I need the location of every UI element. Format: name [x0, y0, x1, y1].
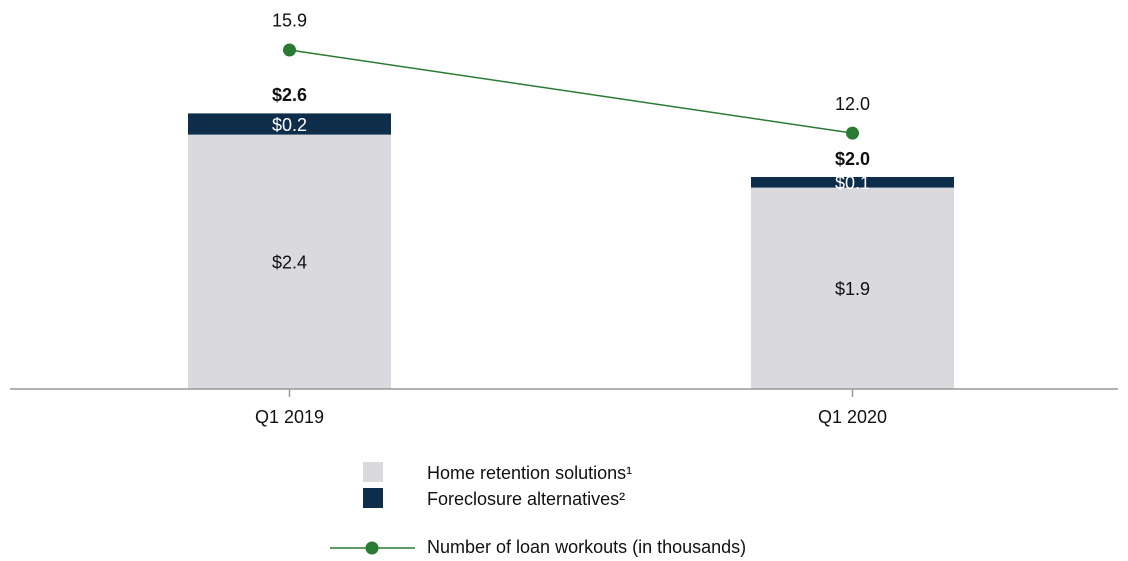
value-label: 12.0 — [835, 94, 870, 114]
bar-segment — [751, 187, 954, 389]
line — [289, 49, 853, 134]
legend-label: Home retention solutions¹ — [427, 463, 632, 483]
legend-label: Foreclosure alternatives² — [427, 489, 625, 509]
legend-swatch — [363, 462, 383, 482]
x-tick-label: Q1 2020 — [818, 407, 887, 427]
value-label: $2.4 — [272, 253, 307, 273]
value-label: $0.2 — [272, 115, 307, 135]
x-tick-label: Q1 2019 — [255, 407, 324, 427]
bar-segment — [188, 134, 391, 389]
legend-label: Number of loan workouts (in thousands) — [427, 537, 746, 557]
value-label: 15.9 — [272, 11, 307, 31]
total-label: $2.6 — [272, 85, 307, 105]
bar-segment — [751, 177, 954, 188]
line-point — [846, 126, 859, 140]
value-label: $0.1 — [835, 173, 870, 193]
legend-swatch — [363, 488, 383, 508]
legend-marker — [365, 541, 379, 555]
total-label: $2.0 — [835, 149, 870, 169]
line-point — [283, 43, 296, 57]
bar-segment — [188, 113, 391, 135]
value-label: $1.9 — [835, 279, 870, 299]
